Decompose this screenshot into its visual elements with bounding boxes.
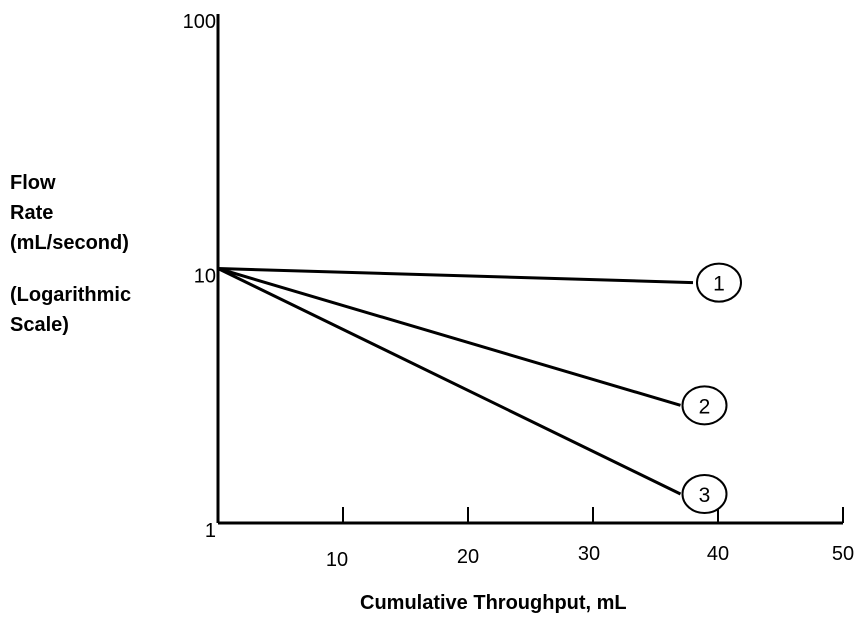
series-label-circle-1 [696,262,742,303]
series-label-1: 1 [713,273,725,296]
x-tick-label: 50 [832,543,854,565]
y-tick-label: 1 [205,520,216,542]
y-tick-label: 10 [194,266,216,288]
series-group: 1 2 3 [217,262,742,515]
y-tick-label-group: 1 10 100 [183,11,216,542]
series-label-2: 2 [699,395,711,418]
series-label-3: 3 [699,484,711,507]
y-axis-title-line-1: Flow [10,172,56,194]
y-axis-note-line-2: Scale) [10,314,69,336]
x-tick-label: 20 [457,546,479,568]
x-axis-title: Cumulative Throughput, mL [360,592,627,614]
x-tick-label: 10 [326,549,348,571]
y-axis-title: Flow Rate (mL/second) (Logarithmic Scale… [10,168,131,340]
y-axis-note-line-1: (Logarithmic [10,284,132,306]
y-axis-title-line-2: Rate [10,202,54,224]
series-label-circle-2 [681,385,728,426]
x-tick-label: 40 [707,543,729,565]
x-tick-group: 10 20 30 40 50 [326,507,854,571]
x-tick-label: 30 [578,543,600,565]
series-line-3 [217,267,682,496]
series-line-1 [217,267,694,285]
y-axis-title-line-3: (mL/second) [10,232,129,254]
series-line-2 [217,267,681,407]
y-tick-label: 100 [183,11,216,33]
series-label-circle-3 [681,474,728,515]
